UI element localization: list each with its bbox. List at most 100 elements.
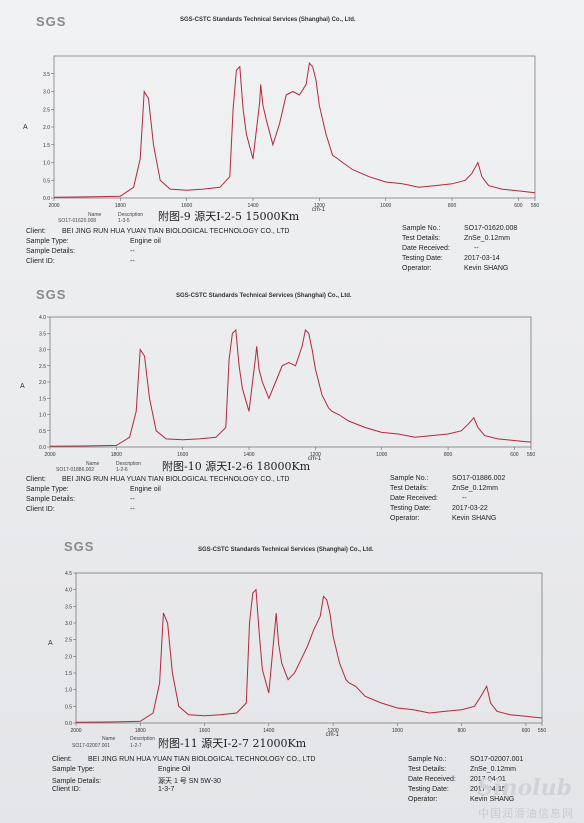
client-id-row: Client ID: -- bbox=[26, 506, 135, 513]
x-tick-label: 2000 bbox=[70, 728, 81, 734]
operator-value: Kevin SHANG bbox=[464, 265, 509, 272]
x-tick-label: 1800 bbox=[135, 728, 146, 734]
date-received-label: Date Received: bbox=[402, 245, 450, 252]
x-axis-label: cm-1 bbox=[308, 456, 322, 462]
y-tick-label: 3.5 bbox=[43, 72, 50, 78]
sample-type-row: Sample Type: Engine Oil bbox=[52, 766, 190, 773]
y-tick-label: 1.5 bbox=[39, 396, 46, 402]
client-id-value: -- bbox=[130, 506, 135, 513]
sample-no-value: SO17-01620.008 bbox=[464, 225, 518, 232]
sample-type-label: Sample Type: bbox=[26, 238, 69, 245]
date-received-value: -- bbox=[474, 245, 479, 252]
client-row: Client: BEI JING RUN HUA YUAN TIAN BIOLOG… bbox=[52, 756, 315, 763]
testing-date-label: Testing Date: bbox=[390, 505, 431, 512]
client-label: Client: bbox=[26, 228, 46, 235]
legend-description-header: Description bbox=[116, 461, 142, 467]
date-received-value: 2017-04-01 bbox=[470, 776, 506, 783]
sample-type-value: Engine Oil bbox=[158, 766, 191, 773]
test-details-value: ZnSe_0.12mm bbox=[470, 766, 516, 773]
operator-label: Operator: bbox=[408, 796, 438, 803]
y-tick-label: 1.0 bbox=[39, 413, 46, 419]
x-tick-label: 600 bbox=[522, 728, 531, 734]
company-name: SGS-CSTC Standards Technical Services (S… bbox=[180, 17, 356, 23]
watermark-logo: Sinolub bbox=[477, 775, 572, 801]
legend-description-header: Description bbox=[130, 736, 156, 742]
x-tick-label: 1600 bbox=[199, 728, 210, 734]
sgs-logo: SGS bbox=[64, 539, 95, 554]
y-tick-label: 2.5 bbox=[39, 364, 46, 370]
client-value: BEI JING RUN HUA YUAN TIAN BIOLOGICAL TE… bbox=[62, 228, 290, 235]
client-id-label: Client ID: bbox=[26, 506, 55, 513]
x-tick-label: 800 bbox=[448, 203, 457, 209]
y-tick-label: 0.5 bbox=[43, 178, 50, 184]
sample-details-label: Sample Details: bbox=[52, 778, 102, 785]
y-tick-label: 3.0 bbox=[43, 90, 50, 96]
spectrum-line bbox=[75, 588, 543, 723]
client-label: Client: bbox=[26, 476, 46, 483]
x-tick-label: 800 bbox=[457, 728, 466, 734]
y-tick-label: 2.0 bbox=[65, 654, 72, 660]
date-received-value: -- bbox=[462, 495, 467, 502]
sample-details-value: 源天 1 号 SN 5W-30 bbox=[158, 778, 221, 785]
legend-name-header: Name bbox=[102, 736, 116, 742]
y-tick-label: 4.5 bbox=[65, 571, 72, 577]
sample-no-row: Sample No.: SO17-02007.001 bbox=[408, 756, 523, 763]
client-id-label: Client ID: bbox=[26, 258, 55, 265]
operator-label: Operator: bbox=[402, 265, 432, 272]
x-axis-label: cm-1 bbox=[326, 732, 340, 738]
x-axis-label: cm-1 bbox=[312, 207, 326, 213]
sample-no-label: Sample No.: bbox=[402, 225, 441, 232]
y-tick-label: 1.0 bbox=[65, 688, 72, 694]
operator-row: Operator: Kevin SHANG bbox=[408, 796, 514, 803]
sample-type-label: Sample Type: bbox=[52, 766, 95, 773]
y-tick-label: 3.5 bbox=[65, 604, 72, 610]
x-tick-label: 1600 bbox=[181, 203, 192, 209]
y-tick-label: 1.0 bbox=[43, 161, 50, 167]
legend-name-header: Name bbox=[86, 461, 100, 467]
testing-date-value: 2017-04-15 bbox=[470, 786, 506, 793]
y-tick-label: 3.0 bbox=[65, 621, 72, 627]
x-tick-label: 1600 bbox=[177, 452, 188, 458]
company-name: SGS-CSTC Standards Technical Services (S… bbox=[198, 547, 374, 553]
client-id-row: Client ID: -- bbox=[26, 258, 135, 265]
y-tick-label: 4.0 bbox=[65, 588, 72, 594]
sample-type-row: Sample Type: Engine oil bbox=[26, 486, 161, 493]
testing-date-label: Testing Date: bbox=[408, 786, 449, 793]
y-tick-label: 1.5 bbox=[65, 671, 72, 677]
y-tick-label: 4.0 bbox=[39, 315, 46, 321]
handwritten-note: 附图-11 源天I-2-7 21000Km bbox=[158, 737, 307, 750]
y-tick-label: 2.5 bbox=[65, 638, 72, 644]
report-block-1: SGS SGS-CSTC Standards Technical Service… bbox=[0, 0, 584, 275]
operator-label: Operator: bbox=[390, 515, 420, 522]
x-tick-label: 1200 bbox=[328, 728, 339, 734]
sgs-logo: SGS bbox=[36, 14, 67, 29]
sample-no-row: Sample No.: SO17-01620.008 bbox=[402, 225, 517, 232]
testing-date-label: Testing Date: bbox=[402, 255, 443, 262]
client-value: BEI JING RUN HUA YUAN TIAN BIOLOGICAL TE… bbox=[62, 476, 290, 483]
legend-name-value: SO17-02007.001 bbox=[72, 743, 111, 749]
sample-type-value: Engine oil bbox=[130, 486, 161, 493]
company-name: SGS-CSTC Standards Technical Services (S… bbox=[176, 293, 352, 299]
sample-details-label: Sample Details: bbox=[26, 248, 76, 255]
legend-name-value: SO17-01620.008 bbox=[58, 218, 97, 224]
x-tick-label: 1400 bbox=[247, 203, 258, 209]
x-tick-label: 550 bbox=[531, 203, 540, 209]
sample-details-row: Sample Details: 源天 1 号 SN 5W-30 bbox=[52, 776, 221, 786]
operator-row: Operator: Kevin SHANG bbox=[390, 515, 496, 522]
test-details-value: ZnSe_0.12mm bbox=[452, 485, 498, 492]
sample-no-label: Sample No.: bbox=[390, 475, 429, 482]
x-tick-label: 600 bbox=[514, 203, 523, 209]
handwritten-note: 附图-10 源天I-2-6 18000Km bbox=[162, 460, 311, 473]
x-tick-label: 1400 bbox=[243, 452, 254, 458]
spectrum-plot-1: 0.0 0.5 1.0 1.5 2.0 2.5 3.0 3.5 2000 1800 1600 1400… bbox=[43, 55, 540, 213]
client-label: Client: bbox=[52, 756, 72, 763]
sample-type-label: Sample Type: bbox=[26, 486, 69, 493]
x-tick-label: 800 bbox=[444, 452, 453, 458]
sample-no-label: Sample No.: bbox=[408, 756, 447, 763]
y-tick-label: 2.5 bbox=[43, 107, 50, 113]
testing-date-row: Testing Date: 2017-04-15 bbox=[408, 786, 506, 793]
legend-description-value: 1-2-6 bbox=[116, 467, 128, 473]
sample-no-row: Sample No.: SO17-01886.002 bbox=[390, 475, 505, 482]
spectrum-line bbox=[49, 328, 532, 447]
x-tick-label: 1200 bbox=[310, 452, 321, 458]
